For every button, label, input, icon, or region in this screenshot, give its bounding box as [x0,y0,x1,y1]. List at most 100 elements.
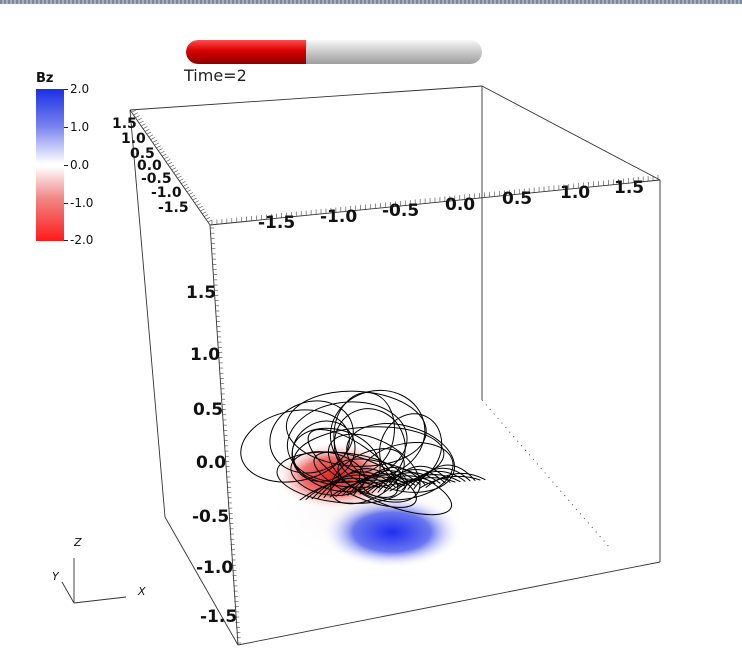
axis-minor-tick [164,156,169,160]
window-top-edge [0,0,742,4]
axis-minor-tick [207,219,213,223]
axis-minor-tick [179,178,184,182]
axis-minor-tick [202,211,207,215]
axis-minor-tick [186,189,192,193]
x-tick-label: 1.5 [614,178,644,198]
bounding-box [129,85,661,646]
field-line-arc [407,467,471,490]
time-slider-fill [186,40,306,64]
axis-minor-tick [190,194,196,198]
axis-minor-tick [133,112,139,116]
colorbar-label-mid: 0.0 [70,158,90,172]
field-line-arc [341,473,416,497]
box-edge [164,516,239,646]
box-edge [481,85,661,181]
axis-minor-tick [192,197,197,201]
x-tick-label: 0.0 [445,195,475,215]
magnetic-field-lines [240,389,486,516]
box-edge [129,109,211,226]
axis-minor-tick [181,181,186,184]
z-tick-label: 1.5 [186,283,216,303]
field-line-loop [358,442,454,501]
box-edge [237,561,661,646]
field-line-arc [305,477,386,500]
colorbar-label-max: 2.0 [70,82,90,96]
axis-minor-tick [162,153,167,157]
z-tick-label: 0.0 [196,453,226,473]
field-line-arc [335,476,411,497]
axis-minor-tick [139,120,144,124]
axis-minor-tick [169,164,175,168]
axis-minor-tick [200,208,205,212]
x-axis-ticks [211,175,659,225]
z-axis-ticks [210,227,241,644]
colorbar-label-min: -2.0 [70,233,94,247]
axis-minor-tick [198,205,203,209]
z-tick-label: -0.5 [192,507,229,527]
y-tick-label: 1.5 [112,116,137,132]
colorbar-tick-mark [64,203,68,204]
field-line-loop [240,409,350,483]
colorbar-tick-mark [64,127,68,128]
x-tick-label: 1.0 [560,183,590,203]
field-line-arc [371,472,441,494]
colorbar-label-upper: 1.0 [70,120,90,134]
field-line-loop [291,420,356,482]
y-orientation-line [61,581,75,604]
box-edge [129,85,483,111]
axis-minor-tick [204,214,209,217]
x-orientation-line [73,596,127,604]
axis-minor-tick [171,167,177,171]
field-line-arc [365,475,436,494]
colorbar [36,89,64,241]
axis-minor-tick [141,123,146,127]
z-tick-label: 0.5 [193,400,223,420]
field-line-arc [419,475,481,489]
axis-minor-tick [188,192,194,195]
y-tick-label: 1.0 [121,131,146,147]
field-line-arc [395,474,461,491]
time-slider[interactable] [186,40,482,64]
field-line-loop [285,390,427,467]
x-orientation-label: X [138,585,146,598]
x-tick-label: -0.5 [382,201,419,221]
y-axis-ticks [131,109,213,223]
box-edge [209,224,239,646]
colorbar-tick-mark [64,89,68,90]
axis-minor-tick [148,134,154,138]
axis-minor-tick [160,150,165,154]
colorbar-tick-mark [64,240,68,241]
colorbar-tick-mark [64,165,68,166]
axis-minor-tick [135,115,140,118]
z-tick-label: 1.0 [190,345,220,365]
x-tick-label: -1.0 [320,207,357,227]
axis-minor-tick [147,131,152,135]
field-line-arc [359,478,431,495]
axis-minor-tick [173,170,178,173]
axis-minor-tick [154,142,159,146]
axis-minor-tick [185,186,190,190]
axis-minor-tick [152,139,158,143]
colorbar-title: Bz [36,71,54,86]
axis-minor-tick [183,183,188,187]
x-tick-label: 0.5 [502,189,532,209]
axis-minor-tick [175,172,180,176]
z-orientation-label: Z [74,536,82,549]
axis-minor-tick [150,137,156,140]
axis-minor-tick [158,148,163,151]
y-tick-label: -1.0 [151,185,182,201]
y-tick-label: -0.5 [141,171,172,187]
axis-minor-tick [177,175,182,179]
axis-minor-tick [131,109,137,113]
axis-minor-tick [167,161,173,165]
axis-minor-tick [143,126,148,129]
y-tick-label: 0.0 [137,158,162,174]
z-tick-label: -1.5 [200,607,237,627]
field-line-arc [425,472,486,488]
field-line-arc [299,480,381,501]
field-line-loop [313,451,417,508]
axis-minor-tick [137,117,142,121]
